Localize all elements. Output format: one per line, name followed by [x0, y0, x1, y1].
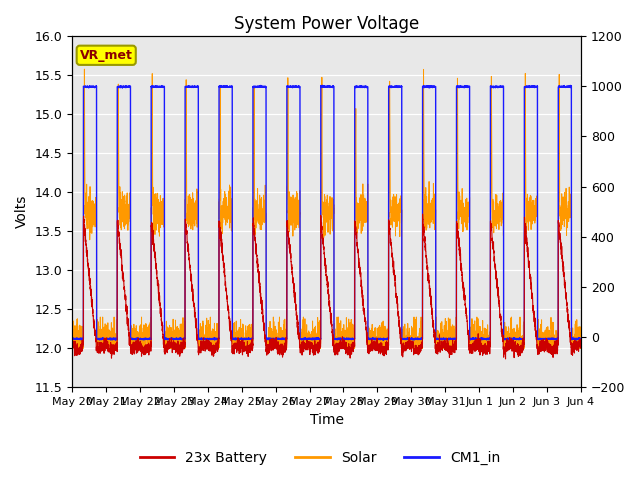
23x Battery: [577, 342, 585, 348]
Solar: [160, 195, 168, 201]
CM1_in: [160, 84, 168, 89]
23x Battery: [440, 341, 448, 347]
CM1_in: [412, 336, 420, 342]
Solar: [70, 346, 78, 351]
23x Battery: [307, 344, 315, 350]
Line: Solar: Solar: [72, 69, 581, 348]
23x Battery: [160, 337, 168, 343]
Solar: [412, 336, 420, 342]
Solar: [68, 331, 76, 336]
CM1_in: [577, 336, 584, 342]
Line: 23x Battery: 23x Battery: [72, 214, 581, 359]
CM1_in: [319, 83, 326, 88]
Text: VR_met: VR_met: [80, 49, 132, 62]
23x Battery: [502, 356, 509, 362]
23x Battery: [469, 344, 477, 349]
CM1_in: [380, 337, 387, 343]
CM1_in: [440, 336, 448, 342]
CM1_in: [68, 336, 76, 342]
23x Battery: [68, 336, 76, 342]
Solar: [440, 337, 448, 343]
CM1_in: [307, 336, 315, 342]
23x Battery: [419, 211, 426, 217]
23x Battery: [577, 342, 584, 348]
CM1_in: [469, 336, 477, 341]
Solar: [81, 66, 88, 72]
Solar: [469, 337, 477, 343]
CM1_in: [577, 336, 585, 342]
Title: System Power Voltage: System Power Voltage: [234, 15, 419, 33]
23x Battery: [412, 342, 420, 348]
Legend: 23x Battery, Solar, CM1_in: 23x Battery, Solar, CM1_in: [134, 445, 506, 471]
Solar: [308, 336, 316, 341]
Line: CM1_in: CM1_in: [72, 85, 581, 340]
Solar: [577, 346, 584, 351]
Y-axis label: Volts: Volts: [15, 195, 29, 228]
X-axis label: Time: Time: [310, 413, 344, 427]
Solar: [577, 333, 585, 339]
